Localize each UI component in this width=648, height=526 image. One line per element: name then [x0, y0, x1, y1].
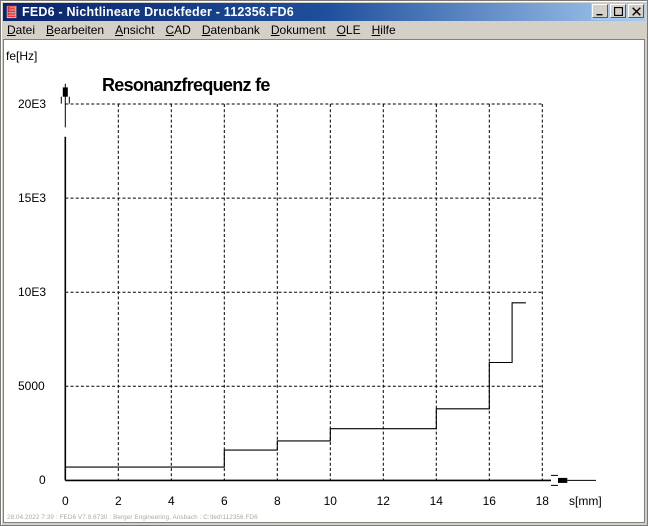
- svg-text:fe[Hz]: fe[Hz]: [6, 49, 37, 63]
- svg-text:12: 12: [377, 494, 391, 508]
- svg-text:4: 4: [168, 494, 175, 508]
- svg-text:0: 0: [62, 494, 69, 508]
- svg-text:0: 0: [39, 473, 46, 487]
- svg-text:6: 6: [221, 494, 228, 508]
- svg-text:10: 10: [324, 494, 338, 508]
- svg-text:8: 8: [274, 494, 281, 508]
- svg-text:s[mm]: s[mm]: [569, 494, 602, 508]
- svg-text:16: 16: [483, 494, 497, 508]
- svg-text:18: 18: [536, 494, 550, 508]
- svg-text:5000: 5000: [18, 379, 45, 393]
- svg-text:10E3: 10E3: [18, 285, 46, 299]
- svg-text:20E3: 20E3: [18, 97, 46, 111]
- svg-text:2: 2: [115, 494, 122, 508]
- svg-text:15E3: 15E3: [18, 191, 46, 205]
- svg-text:14: 14: [430, 494, 444, 508]
- svg-text:Resonanzfrequenz fe: Resonanzfrequenz fe: [102, 75, 270, 95]
